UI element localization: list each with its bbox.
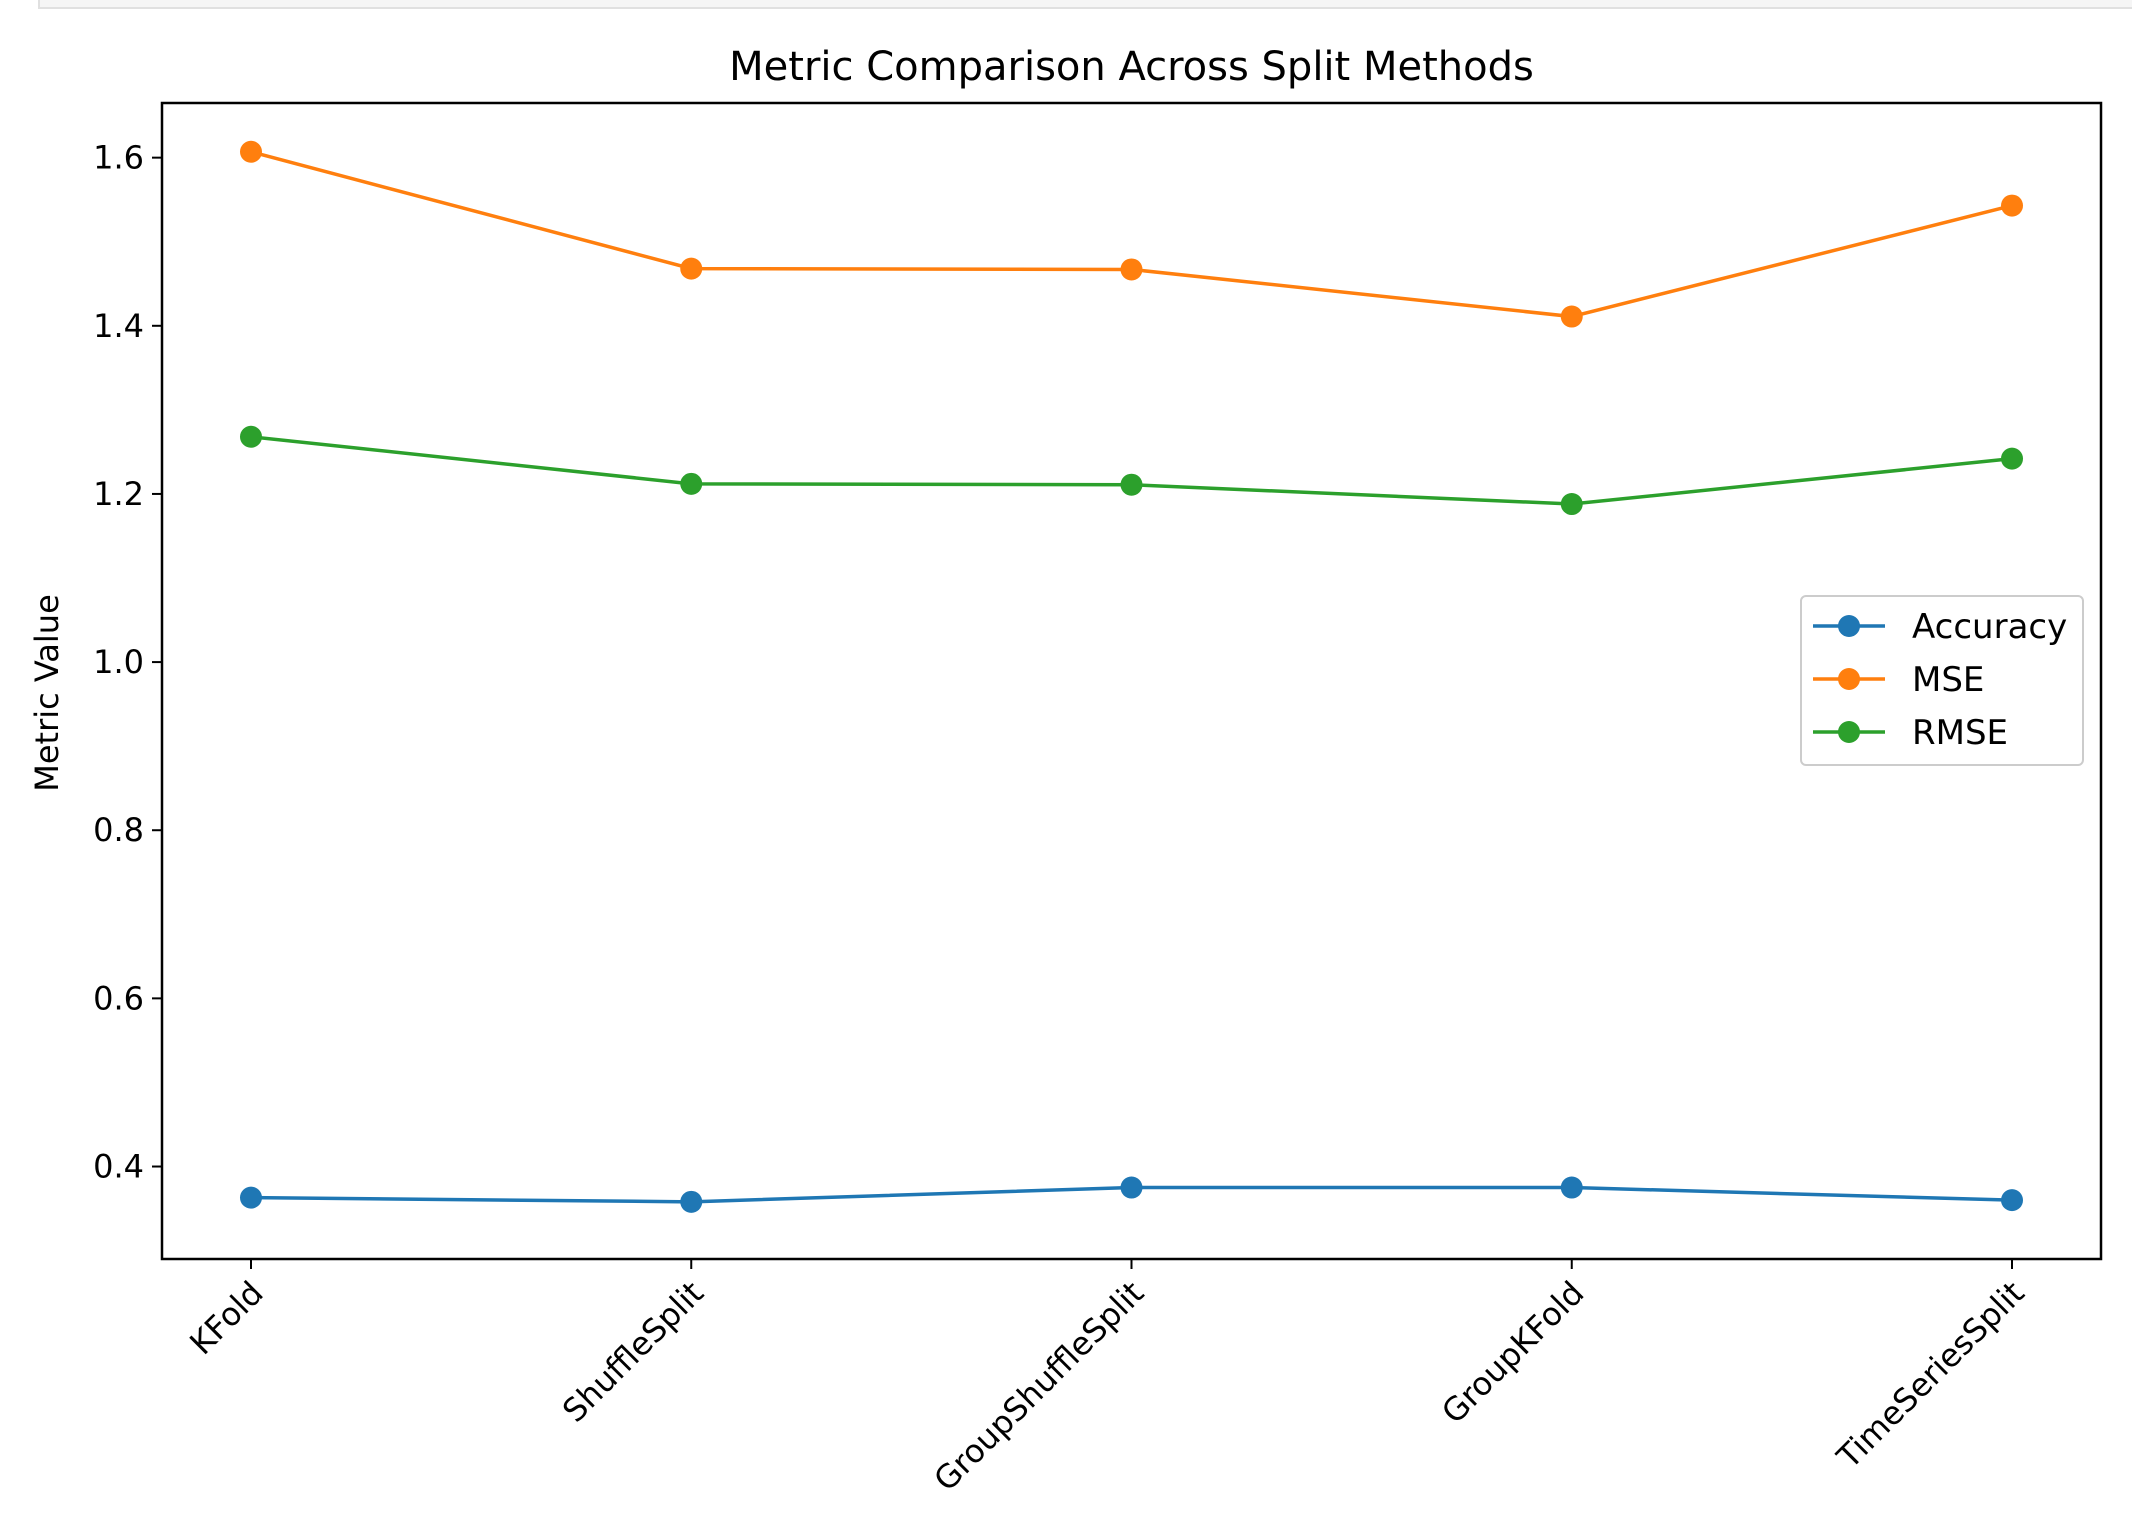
data-point-accuracy [240,1186,262,1209]
x-tick-label: TimeSeriesSplit [1829,1274,2032,1477]
data-point-rmse [1560,493,1583,516]
legend: Accuracy MSE RMSE [1800,595,2084,766]
data-point-rmse [680,472,703,495]
data-point-rmse [2001,447,2023,470]
chart-title: Metric Comparison Across Split Methods [729,44,1534,90]
y-tick-label: 1.6 [93,139,144,177]
series-mse [240,140,2023,328]
y-axis-ticks: 0.4 0.6 0.8 1.0 1.2 1.4 1.6 [93,139,162,1186]
data-point-rmse [1120,473,1143,496]
y-axis-label: Metric Value [28,594,66,792]
output-cell-top-border [38,0,2132,9]
y-tick-label: 0.6 [93,979,144,1017]
x-axis-ticks: KFold ShuffleSplit GroupShuffleSplit GroupK… [182,1259,2032,1499]
data-point-mse [1120,258,1143,281]
data-point-mse [680,257,703,280]
data-point-mse [240,140,262,163]
legend-label-accuracy: Accuracy [1912,607,2067,647]
y-tick-label: 1.0 [93,643,144,681]
data-point-rmse [240,425,262,448]
x-tick-label: ShuffleSplit [555,1274,711,1430]
y-tick-label: 0.4 [93,1148,144,1186]
legend-marker-mse [1838,668,1860,690]
legend-label-mse: MSE [1912,660,1984,700]
legend-marker-accuracy [1838,615,1860,637]
data-point-accuracy [1560,1176,1583,1199]
y-tick-label: 1.4 [93,307,144,345]
series-accuracy [240,1176,2023,1213]
y-tick-label: 0.8 [93,811,144,849]
x-tick-label: GroupShuffleSplit [926,1274,1151,1499]
data-point-mse [2001,194,2023,217]
data-point-mse [1560,305,1583,328]
data-point-accuracy [1120,1176,1143,1199]
data-point-accuracy [680,1190,703,1213]
y-tick-label: 1.2 [93,475,144,513]
data-point-accuracy [2001,1189,2023,1212]
legend-marker-rmse [1838,721,1860,743]
x-tick-label: KFold [182,1274,270,1362]
series-rmse [240,425,2023,516]
legend-label-rmse: RMSE [1912,713,2008,753]
legend-box [1800,595,2084,766]
x-tick-label: GroupKFold [1434,1274,1591,1431]
series-layer [240,140,2023,1213]
series-line-mse [250,150,2013,319]
